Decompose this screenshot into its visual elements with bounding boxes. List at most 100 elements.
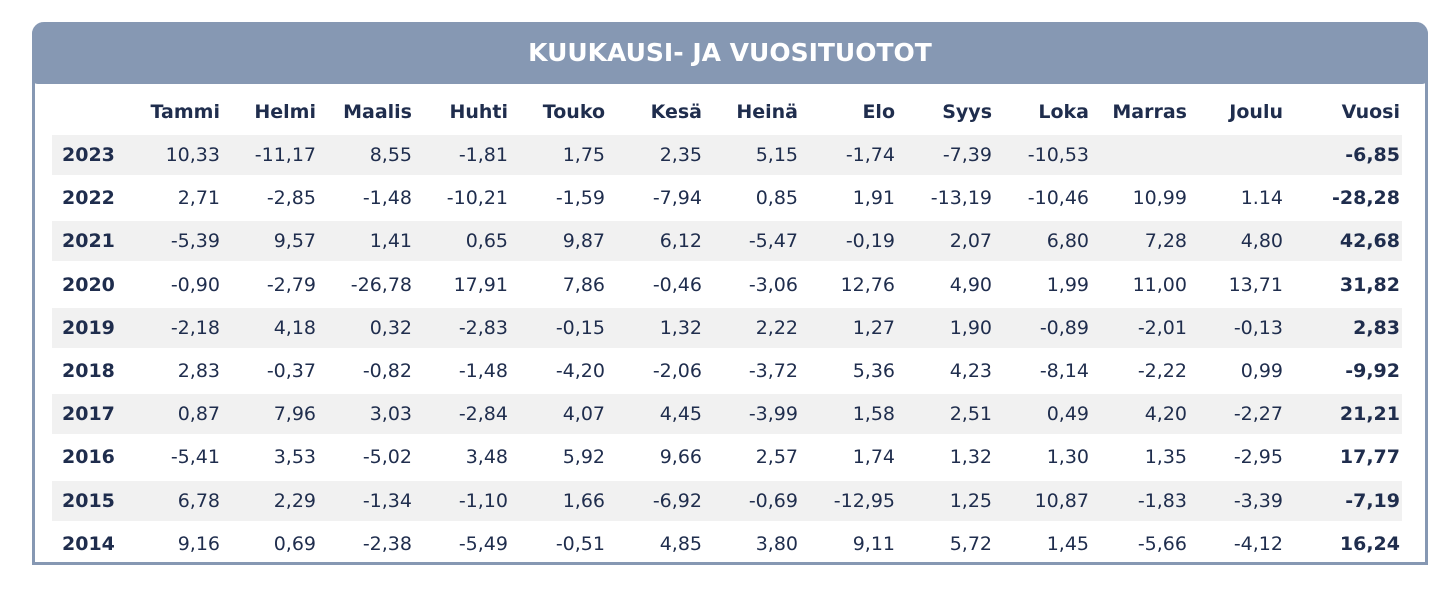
month-value: -1,74 xyxy=(845,144,895,166)
month-value: -0,89 xyxy=(1039,316,1089,339)
column-header: Helmi xyxy=(254,101,316,123)
year-total: -6,85 xyxy=(1345,144,1400,166)
month-value: -0,82 xyxy=(362,360,412,382)
month-value: -5,47 xyxy=(748,230,798,253)
column-header: Maalis xyxy=(343,101,412,123)
month-value: -5,02 xyxy=(362,446,412,469)
month-value: 4,45 xyxy=(659,403,702,426)
month-value: 1,30 xyxy=(1046,446,1089,469)
month-value: 1,25 xyxy=(949,489,992,512)
month-value: 10,33 xyxy=(165,144,220,166)
month-value: -4,20 xyxy=(555,360,605,382)
column-header: Loka xyxy=(1038,101,1089,123)
month-value: -1,59 xyxy=(555,187,605,210)
month-value: -10,46 xyxy=(1027,187,1089,210)
year-total: 31,82 xyxy=(1339,273,1400,296)
year-total: 42,68 xyxy=(1339,230,1400,253)
month-value: -3,06 xyxy=(748,273,798,296)
month-value: 1,45 xyxy=(1046,532,1089,555)
month-value: 2,07 xyxy=(949,230,992,253)
row-year: 2018 xyxy=(62,360,115,382)
month-value: 0,69 xyxy=(273,532,316,555)
month-value: 1.14 xyxy=(1240,187,1283,210)
year-total: 17,77 xyxy=(1339,446,1400,469)
row-year: 2019 xyxy=(62,316,115,339)
month-value: 9,66 xyxy=(659,446,702,469)
month-value: -1,48 xyxy=(362,187,412,210)
column-header: Joulu xyxy=(1229,101,1283,123)
month-value: 9,16 xyxy=(177,532,220,555)
title: KUUKAUSI- JA VUOSITUOTOT xyxy=(32,22,1428,84)
month-value: -0,69 xyxy=(748,489,798,512)
row-year: 2014 xyxy=(62,532,115,555)
column-header: Touko xyxy=(542,101,605,123)
card-border xyxy=(32,22,1428,565)
month-value: 4,18 xyxy=(273,316,316,339)
month-value: 5,72 xyxy=(949,532,992,555)
month-value: 17,91 xyxy=(453,273,508,296)
month-value: -26,78 xyxy=(350,273,412,296)
year-total: 16,24 xyxy=(1339,532,1400,555)
month-value: 2,51 xyxy=(949,403,992,426)
row-stripe xyxy=(52,221,1402,262)
month-value: 2,83 xyxy=(177,360,220,382)
month-value: 4,20 xyxy=(1144,403,1187,426)
row-stripe xyxy=(52,480,1402,521)
month-value: -1,10 xyxy=(458,489,508,512)
column-header: Heinä xyxy=(736,101,798,123)
month-value: 7,96 xyxy=(273,403,316,426)
month-value: 9,87 xyxy=(562,230,605,253)
month-value: 1,91 xyxy=(852,187,895,210)
month-value: -3,39 xyxy=(1233,489,1283,512)
month-value: -2,79 xyxy=(266,273,316,296)
month-value: -2,38 xyxy=(362,532,412,555)
row-stripe xyxy=(52,135,1402,175)
month-value: 11,00 xyxy=(1132,273,1187,296)
month-value: -3,72 xyxy=(748,360,798,382)
year-total: -7,19 xyxy=(1345,489,1400,512)
column-header: Huhti xyxy=(449,101,508,123)
month-value: -2,22 xyxy=(1137,360,1187,382)
month-value: 9,11 xyxy=(852,532,895,555)
row-stripe xyxy=(52,394,1402,435)
row-year: 2021 xyxy=(62,230,115,253)
row-year: 2023 xyxy=(62,144,115,166)
month-value: -4,12 xyxy=(1233,532,1283,555)
month-value: -7,94 xyxy=(652,187,702,210)
month-value: -2,27 xyxy=(1233,403,1283,426)
month-value: -5,39 xyxy=(170,230,220,253)
month-value: 13,71 xyxy=(1228,273,1283,296)
month-value: -0,19 xyxy=(845,230,895,253)
month-value: -0,46 xyxy=(652,273,702,296)
month-value: -1,83 xyxy=(1137,489,1187,512)
month-value: -0,90 xyxy=(170,273,220,296)
month-value: 2,35 xyxy=(659,144,702,166)
column-header: Syys xyxy=(942,101,992,123)
month-value: 3,80 xyxy=(755,532,798,555)
month-value: 1,66 xyxy=(562,489,605,512)
month-value: 3,48 xyxy=(465,446,508,469)
month-value: 1,32 xyxy=(659,316,702,339)
row-stripe xyxy=(52,307,1402,348)
month-value: -5,49 xyxy=(458,532,508,555)
month-value: 5,15 xyxy=(755,144,798,166)
month-value: 1,75 xyxy=(562,144,605,166)
month-value: -13,19 xyxy=(930,187,992,210)
month-value: 1,41 xyxy=(369,230,412,253)
month-value: -0,37 xyxy=(266,360,316,382)
year-total: 21,21 xyxy=(1339,403,1400,426)
month-value: -2,85 xyxy=(266,187,316,210)
month-value: -7,39 xyxy=(942,144,992,166)
month-value: 1,58 xyxy=(852,403,895,426)
month-value: -1,48 xyxy=(458,360,508,382)
month-value: 1,90 xyxy=(949,316,992,339)
month-value: -10,53 xyxy=(1027,144,1089,166)
month-value: 0,49 xyxy=(1046,403,1089,426)
row-year: 2015 xyxy=(62,489,115,512)
month-value: -0,51 xyxy=(555,532,605,555)
month-value: -5,66 xyxy=(1137,532,1187,555)
month-value: 1,32 xyxy=(949,446,992,469)
month-value: -12,95 xyxy=(833,489,895,512)
month-value: 7,86 xyxy=(562,273,605,296)
month-value: 7,28 xyxy=(1144,230,1187,253)
